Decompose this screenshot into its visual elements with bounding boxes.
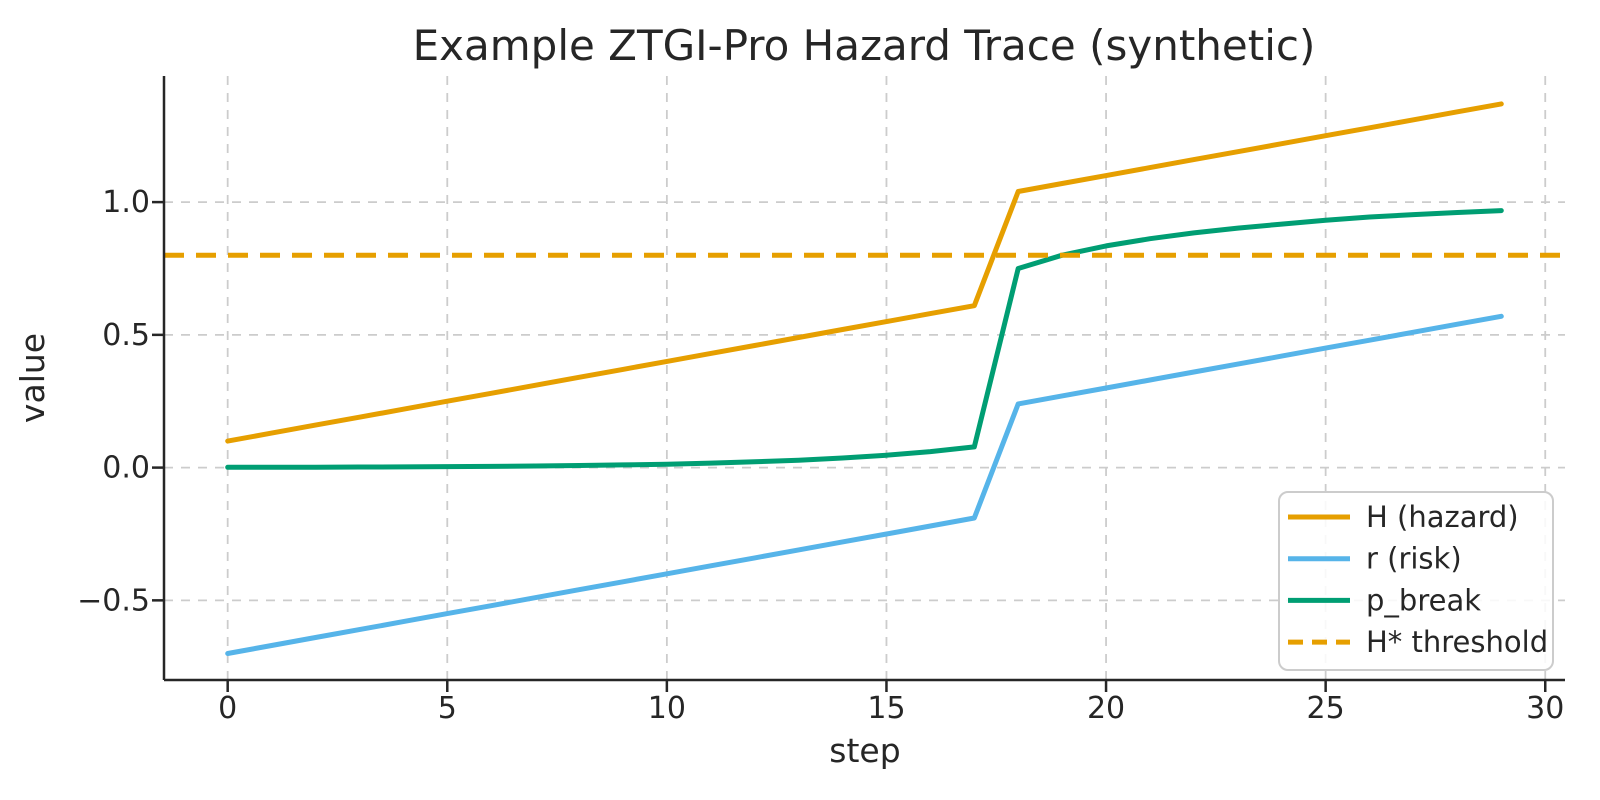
- legend-label-p-break: p_break: [1366, 583, 1481, 617]
- y-tick-label-1: 1.0: [102, 185, 150, 220]
- x-tick-label-15: 15: [867, 691, 905, 726]
- y-tick-label-0: 0.0: [102, 451, 150, 486]
- y-axis-label: value: [13, 333, 52, 423]
- x-tick-label-30: 30: [1526, 691, 1564, 726]
- tick-layer: 0 5 10 15 20 25 30 −0.5 0.0 0.5 1.0: [77, 185, 1564, 726]
- grid-layer: [164, 76, 1565, 680]
- series-line-r-risk: [225, 313, 1504, 656]
- legend: H (hazard) r (risk) p_break H* threshold: [1278, 491, 1554, 671]
- legend-label-h-threshold: H* threshold: [1366, 625, 1548, 659]
- x-tick-label-20: 20: [1087, 691, 1125, 726]
- x-axis-label: step: [829, 731, 900, 770]
- chart-title: Example ZTGI-Pro Hazard Trace (synthetic…: [413, 21, 1316, 70]
- x-tick-label-10: 10: [648, 691, 686, 726]
- legend-label-h-hazard: H (hazard): [1366, 500, 1519, 534]
- series-layer: [164, 101, 1565, 656]
- x-tick-label-0: 0: [218, 691, 237, 726]
- y-tick-label--0.5: −0.5: [77, 583, 150, 618]
- y-tick-label-0.5: 0.5: [102, 318, 150, 353]
- legend-label-r-risk: r (risk): [1366, 542, 1462, 576]
- legend-box: [1278, 491, 1554, 671]
- series-line-p-break: [225, 208, 1504, 470]
- x-tick-label-25: 25: [1307, 691, 1345, 726]
- x-tick-label-5: 5: [438, 691, 457, 726]
- series-line-h-hazard: [225, 101, 1504, 444]
